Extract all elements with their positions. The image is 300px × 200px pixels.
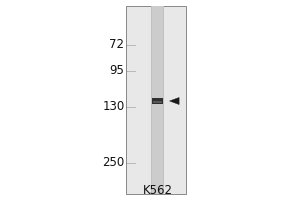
Bar <box>152 98 163 104</box>
Bar <box>126 6 186 194</box>
Bar <box>152 6 163 194</box>
Text: 130: 130 <box>102 100 124 114</box>
Text: 95: 95 <box>110 64 124 77</box>
Polygon shape <box>169 97 179 105</box>
Bar <box>153 101 162 103</box>
Text: K562: K562 <box>142 184 172 196</box>
Text: 250: 250 <box>102 156 124 170</box>
Bar <box>151 6 164 194</box>
Text: 72: 72 <box>110 38 124 51</box>
